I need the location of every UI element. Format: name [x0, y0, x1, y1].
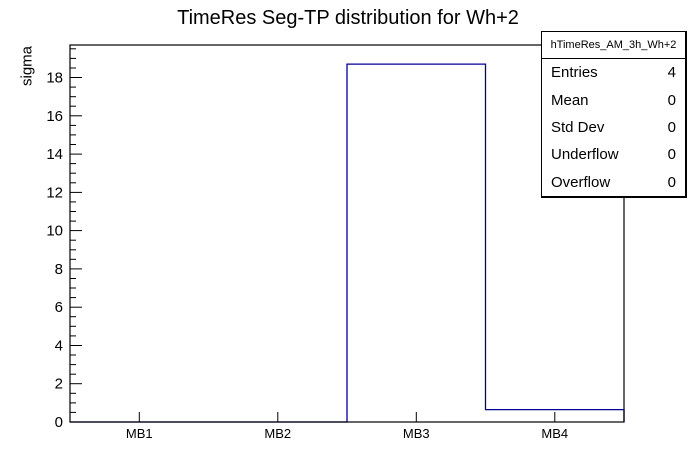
stats-label: Overflow [551, 173, 611, 191]
stats-label: Entries [551, 64, 598, 82]
x-axis-tick-label: MB3 [403, 426, 430, 441]
y-axis-tick-label: 4 [55, 337, 63, 354]
stats-box-title: hTimeRes_AM_3h_Wh+2 [542, 32, 685, 59]
stats-box-rows: Entries 4 Mean 0 Std Dev 0 Underflow 0 O… [542, 59, 685, 196]
y-axis-tick-label: 10 [46, 223, 63, 240]
stats-value: 0 [667, 146, 676, 164]
stats-box: hTimeRes_AM_3h_Wh+2 Entries 4 Mean 0 Std… [541, 31, 687, 198]
y-axis-tick-label: 12 [46, 184, 63, 201]
x-axis-tick-label: MB4 [541, 426, 568, 441]
chart-title: TimeRes Seg-TP distribution for Wh+2 [177, 7, 519, 29]
stats-row-underflow: Underflow 0 [542, 141, 685, 168]
y-axis-tick-label: 16 [46, 108, 63, 125]
stats-value: 4 [667, 64, 676, 82]
stats-label: Std Dev [551, 119, 605, 137]
x-axis-tick-label: MB1 [126, 426, 153, 441]
stats-label: Underflow [551, 146, 619, 164]
y-axis-tick-label: 14 [46, 146, 63, 163]
y-axis-tick-label: 6 [55, 299, 63, 316]
stats-row-entries: Entries 4 [542, 59, 685, 86]
stats-value: 0 [667, 173, 676, 191]
y-axis-tick-label: 2 [55, 376, 63, 393]
stats-row-stddev: Std Dev 0 [542, 114, 685, 141]
y-axis-tick-label: 18 [46, 70, 63, 87]
stats-row-mean: Mean 0 [542, 86, 685, 113]
stats-row-overflow: Overflow 0 [542, 169, 685, 196]
plot-frame [69, 44, 625, 423]
x-axis-tick-label: MB2 [264, 426, 291, 441]
y-axis-tick-label: 8 [55, 261, 63, 278]
y-axis-tick-label: 0 [55, 414, 63, 431]
stats-value: 0 [667, 119, 676, 137]
stats-value: 0 [667, 91, 676, 109]
stats-label: Mean [551, 91, 589, 109]
